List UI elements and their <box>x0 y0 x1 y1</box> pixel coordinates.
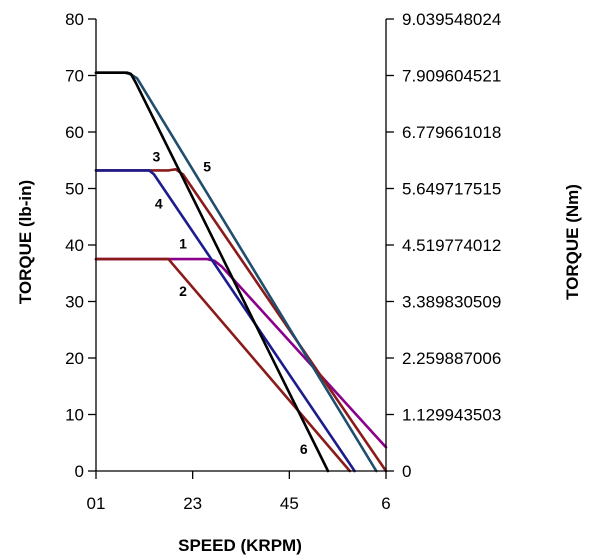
y-right-tick-label: 3.389830509 <box>402 293 501 312</box>
curve-label-2: 2 <box>179 283 187 299</box>
curve-label-6: 6 <box>300 441 308 457</box>
curve-labels-layer: 1 2 3 4 5 6 <box>153 148 308 457</box>
y-right-tick-label: 2.259887006 <box>402 349 501 368</box>
y-left-tick-label: 30 <box>65 293 84 312</box>
curve-5 <box>94 71 378 473</box>
y-axis-left-title: TORQUE (lb-in) <box>16 180 35 304</box>
curve-label-3: 3 <box>153 148 161 164</box>
curve-label-1: 1 <box>179 235 187 251</box>
y-left-tick-label: 20 <box>65 349 84 368</box>
curve-6 <box>94 71 330 473</box>
x-tick-label: 23 <box>183 494 202 513</box>
y-left-tick-label: 0 <box>75 462 84 481</box>
y-right-tick-label: 0 <box>402 462 411 481</box>
y-right-tick-label: 4.519774012 <box>402 236 501 255</box>
y-left-tick-label: 60 <box>65 123 84 142</box>
y-right-tick-label: 9.039548024 <box>402 10 501 29</box>
y-left-tick-label: 70 <box>65 67 84 86</box>
curve-2 <box>94 257 352 473</box>
curve-4 <box>94 169 356 473</box>
curve-label-5: 5 <box>203 159 211 175</box>
x-tick-label: 6 <box>381 494 390 513</box>
curve-label-4: 4 <box>155 195 163 211</box>
curve-3 <box>94 168 388 473</box>
y-right-tick-label: 5.649717515 <box>402 180 501 199</box>
y-axis-right-title: TORQUE (Nm) <box>563 184 582 300</box>
x-axis-title: SPEED (KRPM) <box>178 536 302 555</box>
y-right-tick-label: 1.129943503 <box>402 406 501 425</box>
y-right-tick-label: 7.909604521 <box>402 67 501 86</box>
axes-layer <box>88 18 394 479</box>
y-right-tick-label: 6.779661018 <box>402 123 501 142</box>
y-left-tick-label: 10 <box>65 406 84 425</box>
curves-layer <box>94 71 388 473</box>
x-tick-label: 01 <box>87 494 106 513</box>
y-left-tick-label: 50 <box>65 180 84 199</box>
y-left-tick-label: 80 <box>65 10 84 29</box>
curve-1 <box>94 257 388 449</box>
y-left-tick-label: 40 <box>65 236 84 255</box>
x-tick-label: 45 <box>280 494 299 513</box>
